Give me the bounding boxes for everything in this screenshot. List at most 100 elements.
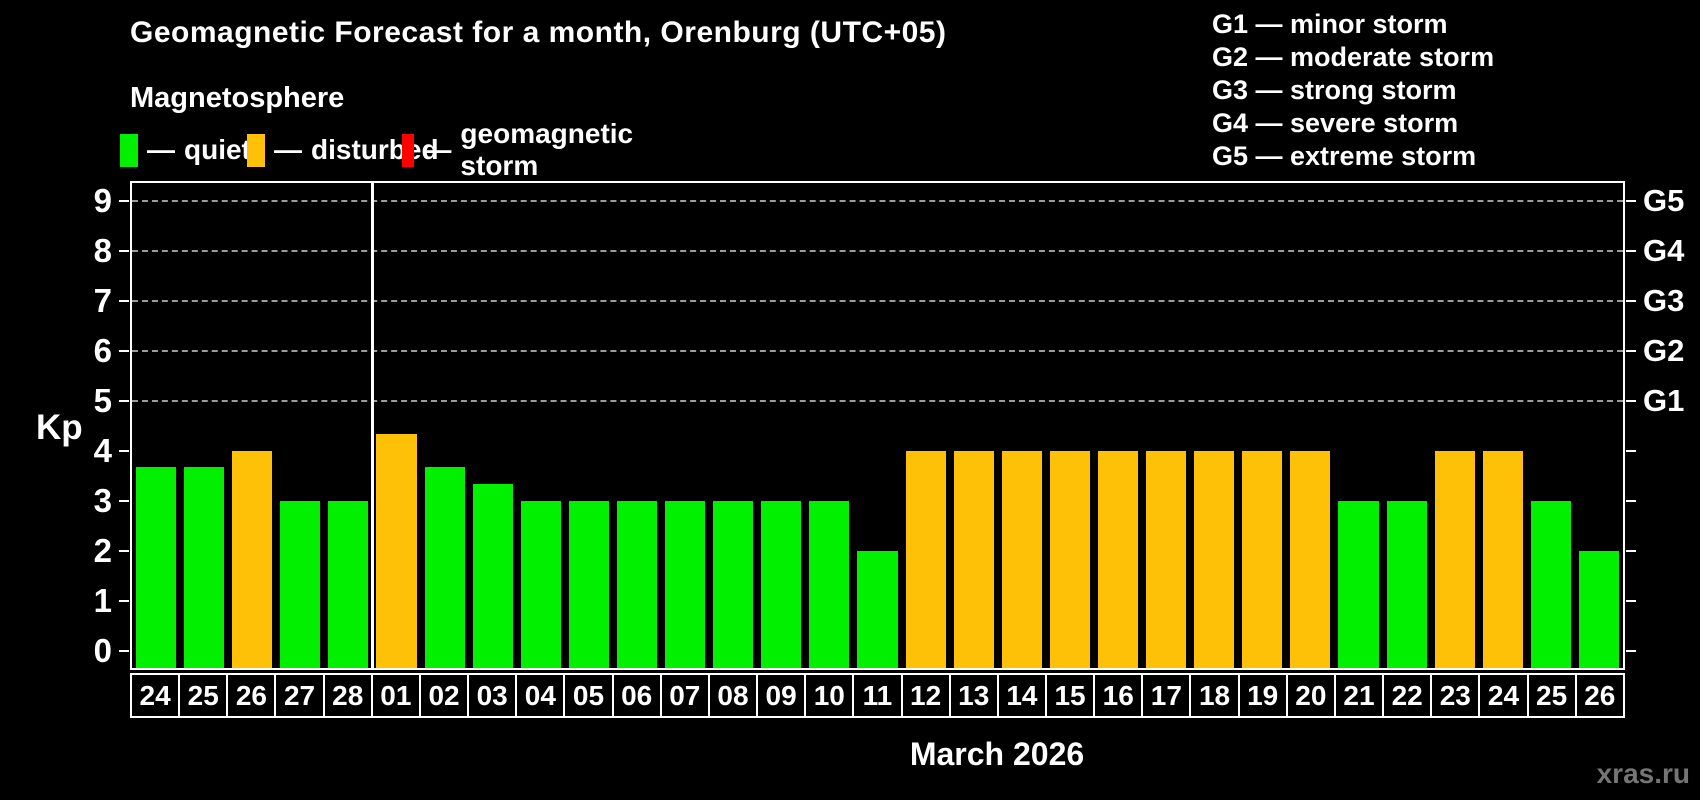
day-label-cell: 03	[467, 675, 515, 716]
kp-bar	[1049, 450, 1090, 668]
kp-bar	[1146, 450, 1187, 668]
kp-bar	[1434, 450, 1475, 668]
kp-bar	[953, 450, 994, 668]
right-y-tick-7	[1626, 300, 1636, 303]
day-label-cell: 25	[1526, 675, 1575, 716]
y-axis-title: Kp	[36, 408, 83, 447]
day-label-cell: 23	[1430, 675, 1478, 716]
right-y-tick-5	[1626, 400, 1636, 402]
right-scale-label-G4: G4	[1643, 233, 1685, 269]
chart-subtitle: Magnetosphere	[130, 82, 345, 114]
day-label-cell: 07	[659, 675, 708, 716]
g-legend-item-G2: G2 — moderate storm	[1212, 42, 1495, 72]
day-label-cell: 21	[1333, 675, 1382, 716]
left-y-tick-1	[119, 599, 129, 602]
left-y-tick-8	[119, 250, 129, 253]
y-tick-label-8: 8	[93, 232, 112, 270]
day-label-cell: 26	[1574, 675, 1623, 716]
right-y-tick-8	[1626, 250, 1636, 253]
left-y-tick-5	[119, 400, 129, 402]
day-label-cell: 25	[178, 675, 226, 716]
day-label-cell: 18	[1189, 675, 1237, 716]
kp-bar	[616, 500, 658, 668]
left-y-tick-6	[119, 350, 129, 353]
day-label-cell: 10	[804, 675, 852, 716]
g-scale-legend: G1 — minor storm G2 — moderate storm G3 — …	[1212, 8, 1494, 173]
y-tick-label-4: 4	[93, 431, 112, 469]
watermark: xras.ru	[1596, 758, 1690, 789]
g-legend-item-G3: G3 — strong storm	[1212, 75, 1457, 105]
kp-bar	[713, 500, 754, 668]
day-label-cell: 11	[852, 675, 900, 716]
day-label-cell: 14	[996, 675, 1045, 716]
day-label-cell: 06	[611, 675, 660, 716]
kp-bar	[472, 484, 513, 668]
kp-bar	[1242, 450, 1283, 668]
legend-item-storm: — geomagnetic storm	[402, 118, 639, 181]
gridline-kp-9	[132, 200, 1623, 203]
y-tick-label-9: 9	[93, 182, 112, 220]
day-label-cell: 28	[322, 675, 371, 716]
y-tick-label-5: 5	[93, 382, 112, 419]
kp-bar	[1482, 450, 1523, 668]
gridline-kp-6	[132, 350, 1623, 353]
gridline-kp-7	[132, 300, 1623, 303]
y-tick-label-2: 2	[93, 531, 112, 569]
month-separator-line	[371, 183, 375, 668]
kp-bar	[280, 500, 321, 668]
kp-bar	[184, 467, 225, 668]
legend-label-disturbed: disturbed	[311, 134, 439, 165]
day-axis-row: 24 25 26 27 28 01 02 03 04 05 06 07 08 09 10 11 12 13 14 15…	[130, 673, 1625, 718]
y-tick-label-0: 0	[93, 631, 112, 669]
legend-item-quiet: — quiet	[120, 133, 251, 167]
day-label-cell: 04	[515, 675, 563, 716]
left-y-tick-2	[119, 549, 129, 552]
day-label-cell: 16	[1093, 675, 1141, 716]
kp-bar	[665, 500, 706, 668]
day-label-cell: 26	[226, 675, 274, 716]
right-y-tick-9	[1626, 200, 1636, 203]
kp-bar	[1338, 500, 1379, 668]
y-tick-label-6: 6	[93, 332, 112, 370]
day-label-cell: 24	[139, 679, 171, 711]
g-legend-item-G4: G4 — severe storm	[1212, 108, 1459, 138]
left-y-tick-7	[119, 300, 129, 303]
day-label-cell: 01	[370, 675, 419, 716]
right-y-tick-4	[1626, 449, 1636, 452]
day-label-cell: 02	[418, 675, 467, 716]
legend-swatch-disturbed-icon	[247, 133, 265, 167]
left-y-tick-0	[119, 649, 129, 652]
kp-bar	[376, 434, 417, 668]
kp-bar	[905, 450, 946, 668]
legend-separator: —	[274, 134, 302, 165]
g-legend-item-G5: G5 — extreme storm	[1212, 141, 1477, 171]
legend-swatch-quiet-icon	[120, 133, 138, 167]
kp-bar	[761, 500, 802, 668]
kp-bar	[1530, 500, 1571, 668]
gridline-kp-5	[132, 400, 1623, 402]
left-y-tick-3	[119, 499, 129, 502]
day-label-cell: 08	[707, 675, 756, 716]
right-y-tick-6	[1626, 350, 1636, 353]
kp-bar	[809, 500, 850, 668]
g-legend-item-G1: G1 — minor storm	[1212, 9, 1448, 39]
page-title: Geomagnetic Forecast for a month, Orenbu…	[130, 16, 947, 49]
legend-separator: —	[423, 134, 452, 165]
legend-separator: —	[147, 134, 175, 165]
day-label-cell: 17	[1141, 675, 1189, 716]
kp-bar	[1578, 550, 1619, 668]
gridline-kp-8	[132, 250, 1623, 253]
kp-bar	[1290, 450, 1331, 668]
right-scale-label-G5: G5	[1643, 183, 1685, 219]
y-tick-label-1: 1	[93, 581, 112, 619]
day-label-cell: 05	[563, 675, 611, 716]
kp-bar	[857, 550, 898, 668]
kp-bar	[520, 500, 561, 668]
kp-bar	[136, 467, 177, 668]
right-y-tick-1	[1626, 599, 1636, 602]
left-y-tick-4	[119, 449, 129, 452]
y-tick-label-7: 7	[93, 282, 112, 320]
day-label-cell: 12	[900, 675, 949, 716]
